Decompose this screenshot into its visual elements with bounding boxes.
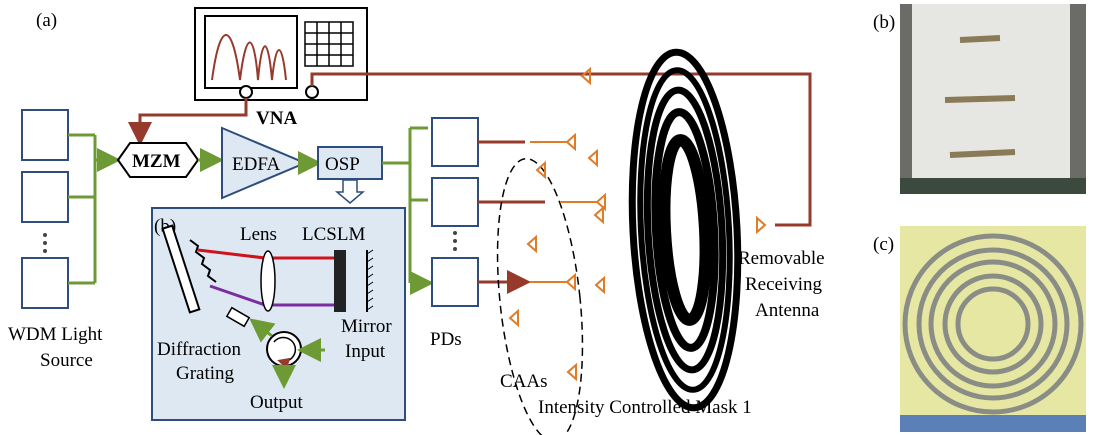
shape xyxy=(152,208,405,420)
shape xyxy=(337,180,363,203)
shape xyxy=(43,241,47,245)
text-line: Grating xyxy=(176,363,235,384)
shape xyxy=(568,365,576,379)
panel-label: (c) xyxy=(873,234,894,255)
text-line: Receiving xyxy=(745,274,823,295)
shape xyxy=(453,231,457,251)
text-line: WDM Light xyxy=(8,324,103,345)
shape xyxy=(595,208,603,222)
text-line: Source xyxy=(40,350,93,371)
shape xyxy=(22,172,68,222)
text-line: Diffraction xyxy=(157,339,242,360)
label: WDM Light Source xyxy=(8,324,103,371)
shape xyxy=(43,249,47,253)
shape xyxy=(624,50,746,411)
label: PDs xyxy=(430,329,462,350)
label: OSP xyxy=(325,154,360,175)
shape xyxy=(912,4,1070,186)
shape xyxy=(900,226,1086,432)
label: Mirror xyxy=(341,316,392,337)
shape xyxy=(900,415,1086,432)
label: Lens xyxy=(240,224,277,245)
label: Input xyxy=(345,341,386,362)
shape xyxy=(660,139,709,321)
shape xyxy=(432,178,478,226)
shape xyxy=(510,311,518,325)
shape xyxy=(528,237,536,251)
shape xyxy=(22,110,68,308)
shape xyxy=(582,69,590,83)
shape xyxy=(22,110,68,160)
shape xyxy=(596,278,604,292)
shape xyxy=(261,251,275,311)
shape xyxy=(43,233,47,237)
label: Removable Receiving Antenna xyxy=(738,248,825,321)
shape xyxy=(485,155,594,435)
label: VNA xyxy=(256,108,297,129)
label: LCSLM xyxy=(302,224,365,245)
label: EDFA xyxy=(232,154,280,175)
label: Output xyxy=(250,392,304,413)
shape xyxy=(478,142,545,282)
panel-label: (b) xyxy=(873,12,895,33)
label: CAAs xyxy=(500,371,548,392)
shape xyxy=(453,247,457,251)
shape xyxy=(306,86,318,98)
shape xyxy=(453,239,457,243)
label: MZM xyxy=(132,151,181,172)
shape xyxy=(43,233,47,253)
shape xyxy=(560,195,605,209)
shape xyxy=(334,250,346,312)
shape xyxy=(22,258,68,308)
shape xyxy=(530,135,575,149)
shape xyxy=(432,118,478,166)
shape xyxy=(240,86,252,98)
text-line: Antenna xyxy=(755,300,820,321)
shape xyxy=(900,178,1086,194)
shape xyxy=(68,135,115,283)
shape xyxy=(205,16,297,88)
shape xyxy=(453,231,457,235)
label: Intensity Controlled Mask 1 xyxy=(538,397,752,418)
shape xyxy=(757,218,765,232)
shape xyxy=(589,151,597,165)
figure: (a) VNA WDM Light Source MZM EDFA OSP (b) xyxy=(0,0,1101,435)
shape xyxy=(530,275,575,289)
shape xyxy=(432,258,478,306)
text-line: Removable xyxy=(738,248,825,269)
panel-label: (a) xyxy=(36,10,57,31)
